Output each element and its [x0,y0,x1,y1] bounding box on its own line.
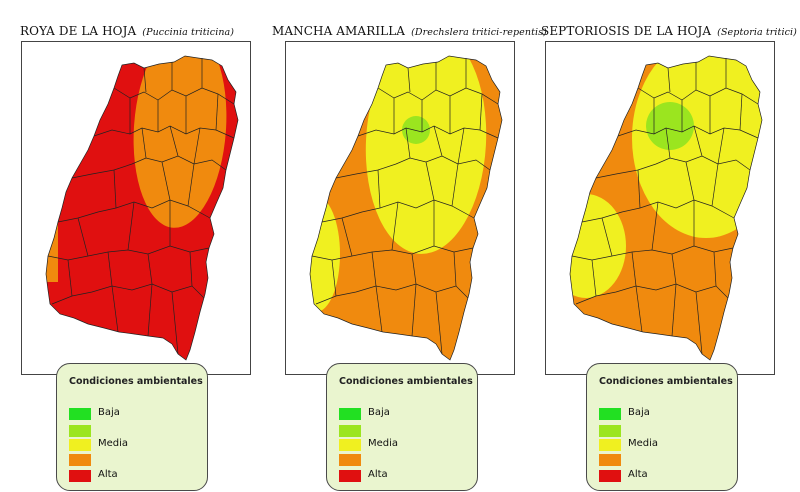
zone-baja-media-west [546,238,554,264]
legend-swatch [339,439,361,451]
species-name: (Septoria tritici) [717,27,797,38]
legend-title: Condiciones ambientales [69,376,203,387]
legend-label: Alta [368,469,388,480]
legend-swatch [339,470,361,482]
map-panel-roya: ROYA DE LA HOJA (Puccinia triticina) Cond… [20,0,278,492]
zone-baja-media [646,102,694,150]
legend: Condiciones ambientales Baja Media Alta [586,363,738,491]
risk-map [285,41,515,375]
legend: Condiciones ambientales Baja Media Alta [326,363,478,491]
legend-swatch [69,439,91,451]
disease-name: ROYA DE LA HOJA [20,24,137,38]
legend: Condiciones ambientales Baja Media Alta [56,363,208,491]
legend-label: Alta [98,469,118,480]
legend-label: Media [628,438,659,449]
panel-title: SEPTORIOSIS DE LA HOJA (Septoria tritici) [541,24,797,38]
legend-swatch [339,408,361,420]
zone-media-west [570,194,626,298]
legend-swatch [599,470,621,482]
zone-media [632,56,762,238]
risk-map [545,41,775,375]
legend-swatch [69,454,91,466]
legend-title: Condiciones ambientales [599,376,733,387]
species-name: (Puccinia triticina) [142,27,235,38]
legend-label: Media [368,438,399,449]
legend-title: Condiciones ambientales [339,376,473,387]
legend-swatch [69,470,91,482]
legend-swatch [599,408,621,420]
zone-media-alta [133,56,227,228]
legend-swatch [599,425,621,437]
species-name: (Drechslera tritici-repentis) [411,27,547,38]
legend-swatch [599,454,621,466]
legend-label: Baja [368,407,390,418]
disease-name: MANCHA AMARILLA [272,24,406,38]
risk-map [21,41,251,375]
legend-swatch [69,425,91,437]
legend-label: Media [98,438,129,449]
legend-swatch [339,425,361,437]
map-panel-mancha-amarilla: MANCHA AMARILLA (Drechslera tritici-repen… [272,0,547,492]
panel-title: MANCHA AMARILLA (Drechslera tritici-repen… [272,24,547,38]
disease-name: SEPTORIOSIS DE LA HOJA [541,24,712,38]
legend-label: Baja [98,407,120,418]
zone-baja-media [402,116,430,144]
legend-swatch [339,454,361,466]
zone-media-west [310,196,340,312]
map-panel-septoriosis: SEPTORIOSIS DE LA HOJA (Septoria tritici)… [541,0,799,492]
zone-media [365,56,487,254]
legend-label: Alta [628,469,648,480]
legend-swatch [599,439,621,451]
legend-label: Baja [628,407,650,418]
legend-swatch [69,408,91,420]
panel-title: ROYA DE LA HOJA (Puccinia triticina) [20,24,234,38]
